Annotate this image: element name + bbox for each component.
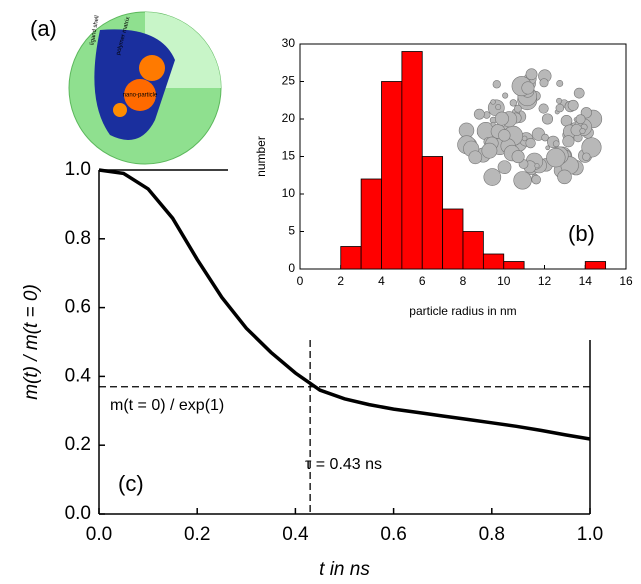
inset-chart: 0 2 4 6 8 10 12 14 16 0 5 10 15 20 25 30 particle radius… (254, 36, 633, 318)
bar (381, 81, 403, 270)
y-tick-label: 0.4 (65, 365, 92, 386)
particle-sphere (546, 148, 566, 168)
particle-sphere (552, 140, 560, 148)
particle-sphere (509, 99, 517, 107)
y-axis-title: m(t) / m(t = 0) (21, 284, 42, 400)
y-tick-label: 15 (282, 149, 296, 163)
y-tick-label: 0.0 (65, 503, 91, 524)
particle-sphere (579, 127, 586, 135)
y-tick-label: 0.6 (65, 297, 91, 318)
x-tick-label: 0.0 (86, 524, 112, 545)
y-tick-label: 10 (282, 186, 296, 200)
particle-sphere (490, 99, 496, 105)
y-axis-title: number (254, 136, 268, 177)
annotation: τ = 0.43 ns (305, 456, 382, 473)
particle-sphere (525, 68, 538, 81)
particle-sphere (473, 108, 485, 120)
x-tick-label: 0.4 (282, 524, 309, 545)
bar (482, 253, 505, 270)
particle-sphere (492, 80, 501, 89)
bar (360, 178, 382, 270)
particle-sphere (555, 103, 565, 113)
particle-sphere (531, 174, 541, 185)
particle-sphere (562, 135, 575, 148)
particle-sphere (580, 107, 592, 119)
x-tick-label: 8 (460, 274, 467, 288)
bar (442, 208, 464, 270)
particle-sphere (545, 145, 550, 151)
bar (462, 231, 484, 270)
x-tick-label: 2 (337, 274, 344, 288)
particle-sphere (494, 111, 509, 126)
x-tick-label: 0.8 (479, 524, 505, 545)
particle-sphere (521, 81, 535, 95)
y-tick-label: 5 (288, 224, 295, 238)
x-tick-label: 14 (579, 274, 593, 288)
particle-sphere (557, 169, 572, 185)
particle-sphere (573, 87, 585, 99)
particle-sphere (567, 99, 579, 111)
y-tick-label: 1.0 (65, 159, 91, 180)
curve (98, 168, 591, 441)
particle-sphere (539, 78, 549, 88)
x-tick-label: 0.2 (184, 524, 210, 545)
particle-sphere (525, 137, 536, 149)
bar (401, 51, 423, 270)
particle-sphere (511, 150, 525, 164)
particle-sphere (513, 171, 532, 190)
particle-sphere (556, 97, 563, 104)
x-tick-label: 4 (378, 274, 385, 288)
panel-label: (c) (118, 471, 144, 496)
particle-sphere (513, 104, 522, 113)
y-tick-label: 25 (282, 74, 296, 88)
particle-sphere (541, 133, 549, 142)
particle-sphere (534, 163, 540, 169)
y-tick-label: 20 (282, 111, 296, 125)
x-tick-label: 0 (297, 274, 304, 288)
x-tick-label: 6 (419, 274, 426, 288)
x-axis-title: t in ns (319, 559, 370, 580)
particle-sphere (581, 137, 602, 158)
y-tick-label: 30 (282, 36, 296, 50)
bar (584, 261, 607, 270)
y-tick-label: 0 (288, 261, 295, 275)
schematic-label: nano-particle (123, 93, 158, 99)
particle-sphere (556, 79, 564, 87)
particle-sphere (497, 160, 512, 174)
particle-sphere (495, 104, 502, 111)
particle-sphere (521, 135, 528, 142)
schematic-label: ligand shell (90, 15, 101, 46)
particle-sphere (538, 103, 549, 114)
particle (124, 79, 156, 111)
y-tick-label: 0.2 (65, 434, 91, 455)
particle-sphere (481, 142, 498, 159)
main-chart: 0.0 0.2 0.4 0.6 0.8 1.0 0.0 0.2 0.4 0.6 0.8 1.0 t in… (21, 159, 603, 580)
x-tick-label: 12 (538, 274, 552, 288)
bar (340, 246, 362, 270)
particle-sphere (582, 152, 591, 161)
panel-label: (a) (30, 16, 57, 41)
x-tick-label: 16 (619, 274, 633, 288)
bar (421, 156, 444, 270)
particle-sphere (483, 168, 502, 186)
x-tick-label: 0.6 (380, 524, 406, 545)
schematic: ligand shell polymer matrix nano-particl… (68, 11, 222, 165)
bar (503, 261, 525, 270)
particle-sphere (502, 92, 509, 99)
particle (113, 103, 127, 117)
panel-label: (b) (568, 221, 595, 246)
particle-sphere (468, 150, 483, 165)
particle-sphere (541, 113, 554, 125)
annotation: m(t = 0) / exp(1) (110, 397, 224, 414)
particle-sphere (498, 129, 511, 142)
x-tick-label: 10 (497, 274, 511, 288)
particle-sphere (575, 114, 586, 125)
particle (139, 55, 165, 81)
y-tick-label: 0.8 (65, 228, 91, 249)
x-axis-title: particle radius in nm (409, 304, 516, 318)
x-tick-label: 1.0 (577, 524, 603, 545)
